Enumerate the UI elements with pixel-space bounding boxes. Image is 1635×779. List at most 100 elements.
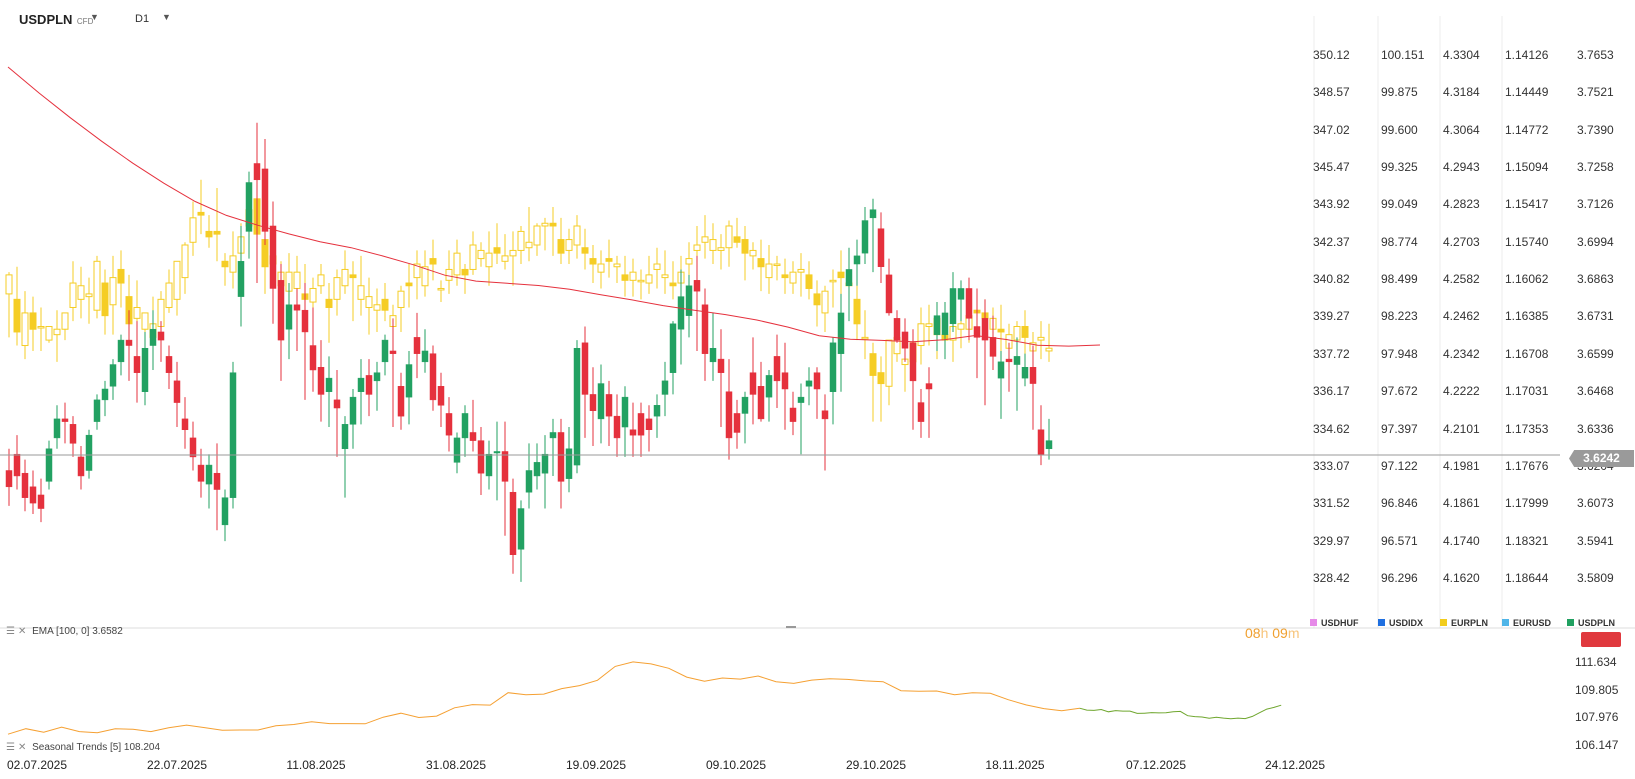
candle-body <box>573 225 581 246</box>
countdown-minutes: 09 <box>1272 625 1288 641</box>
candle-body <box>469 432 477 441</box>
legend-label: USDPLN <box>1578 618 1616 628</box>
caret-down-icon[interactable]: ▼ <box>90 12 99 22</box>
candle-body <box>765 263 773 279</box>
candle-body <box>405 282 413 287</box>
candle-body <box>325 377 333 392</box>
candle-body <box>701 304 709 354</box>
close-icon[interactable]: ✕ <box>17 626 27 637</box>
menu-icon[interactable]: ☰ <box>6 742 15 753</box>
candle-body <box>717 247 725 251</box>
candle-body <box>693 244 701 251</box>
candle-body <box>197 464 205 482</box>
axis-label: 4.2582 <box>1443 272 1480 287</box>
candle-body <box>269 225 277 289</box>
candle-body <box>557 432 565 482</box>
candle-body <box>325 298 333 308</box>
candle-body <box>653 405 661 417</box>
axis-label: 4.2823 <box>1443 197 1480 212</box>
candle-body <box>5 470 13 488</box>
seasonal-trend-lines <box>7 661 1282 735</box>
candle-body <box>965 288 973 319</box>
seasonal-params: Trends [5] <box>76 742 122 753</box>
candle-body <box>957 323 965 330</box>
candle-body <box>541 453 549 474</box>
candle-body <box>597 263 605 273</box>
candle-body <box>69 424 77 444</box>
axis-label: 343.92 <box>1313 197 1350 212</box>
candle-body <box>821 290 829 314</box>
date-tick-label: 22.07.2025 <box>146 758 208 772</box>
legend-usdidx[interactable]: USDIDX <box>1378 618 1423 628</box>
axis-label: 1.16385 <box>1505 309 1549 324</box>
axis-label: 96.296 <box>1381 570 1418 585</box>
legend-swatch <box>1310 619 1317 626</box>
candle-countdown: 08h 09m <box>1245 625 1300 641</box>
axis-label: 1.18321 <box>1505 533 1549 548</box>
candle-body <box>1037 336 1045 341</box>
candle-body <box>53 418 61 439</box>
axis-label: 100.151 <box>1381 48 1425 62</box>
candle-body <box>789 407 797 422</box>
candle-body <box>829 279 837 283</box>
candle-body <box>877 372 885 385</box>
candle-body <box>469 244 477 270</box>
candle-body <box>205 464 213 485</box>
axis-label: 1.17999 <box>1505 496 1549 511</box>
candle-body <box>77 456 85 477</box>
candle-body <box>797 268 805 273</box>
axis-label: 4.1740 <box>1443 533 1480 548</box>
axis-label: 347.02 <box>1313 122 1350 137</box>
axis-label: 4.3184 <box>1443 85 1480 100</box>
candle-body <box>317 274 325 287</box>
axis-label: 3.5941 <box>1577 533 1614 548</box>
candle-body <box>717 358 725 373</box>
candle-body <box>141 312 149 330</box>
candle-body <box>845 269 853 287</box>
seasonal-axis-label: 106.147 <box>1575 737 1619 752</box>
axis-label: 4.2462 <box>1443 309 1480 324</box>
legend-usdpln[interactable]: USDPLN <box>1567 618 1615 628</box>
candle-body <box>957 288 965 300</box>
candle-body <box>661 274 669 279</box>
candle-body <box>213 472 221 490</box>
candle-body <box>853 255 861 265</box>
candle-body <box>437 386 445 406</box>
symbol-selector[interactable]: USDPLN CFD <box>19 11 93 29</box>
candle-body <box>661 380 669 395</box>
candle-body <box>477 440 485 474</box>
caret-down-icon[interactable]: ▼ <box>162 12 171 22</box>
axis-label: 329.97 <box>1313 533 1350 548</box>
candle-body <box>685 285 693 316</box>
candle-body <box>93 260 101 311</box>
symbol-name: USDPLN <box>19 12 73 27</box>
legend-label: USDHUF <box>1321 618 1359 628</box>
candle-body <box>373 372 381 382</box>
candle-body <box>925 323 933 328</box>
timeframe-selector[interactable]: D1 <box>135 13 150 25</box>
axis-label: 97.122 <box>1381 458 1418 473</box>
axis-label: 3.6599 <box>1577 346 1614 361</box>
axis-label: 1.17353 <box>1505 421 1549 436</box>
legend-eurpln[interactable]: EURPLN <box>1440 618 1488 628</box>
candle-body <box>645 274 653 284</box>
candle-body <box>181 418 189 431</box>
candle-body <box>253 163 261 181</box>
close-icon[interactable]: ✕ <box>17 742 27 753</box>
candle-body <box>85 434 93 471</box>
legend-usdhuf[interactable]: USDHUF <box>1310 618 1359 628</box>
candle-body <box>549 222 557 227</box>
candle-body <box>749 249 757 257</box>
candle-body <box>805 380 813 387</box>
candle-body <box>197 211 205 216</box>
candle-body <box>605 394 613 417</box>
candle-body <box>445 268 453 281</box>
legend-eurusd[interactable]: EURUSD <box>1502 618 1551 628</box>
candle-body <box>437 287 445 291</box>
seasonal-indicator-label[interactable]: ☰ ✕ Seasonal Trends [5] 108.204 <box>6 742 160 753</box>
axis-label: 99.049 <box>1381 197 1418 212</box>
axis-label: 3.7126 <box>1577 197 1614 212</box>
ema-indicator-label[interactable]: ☰ ✕ EMA [100, 0] 3.6582 <box>6 626 123 637</box>
menu-icon[interactable]: ☰ <box>6 626 15 637</box>
